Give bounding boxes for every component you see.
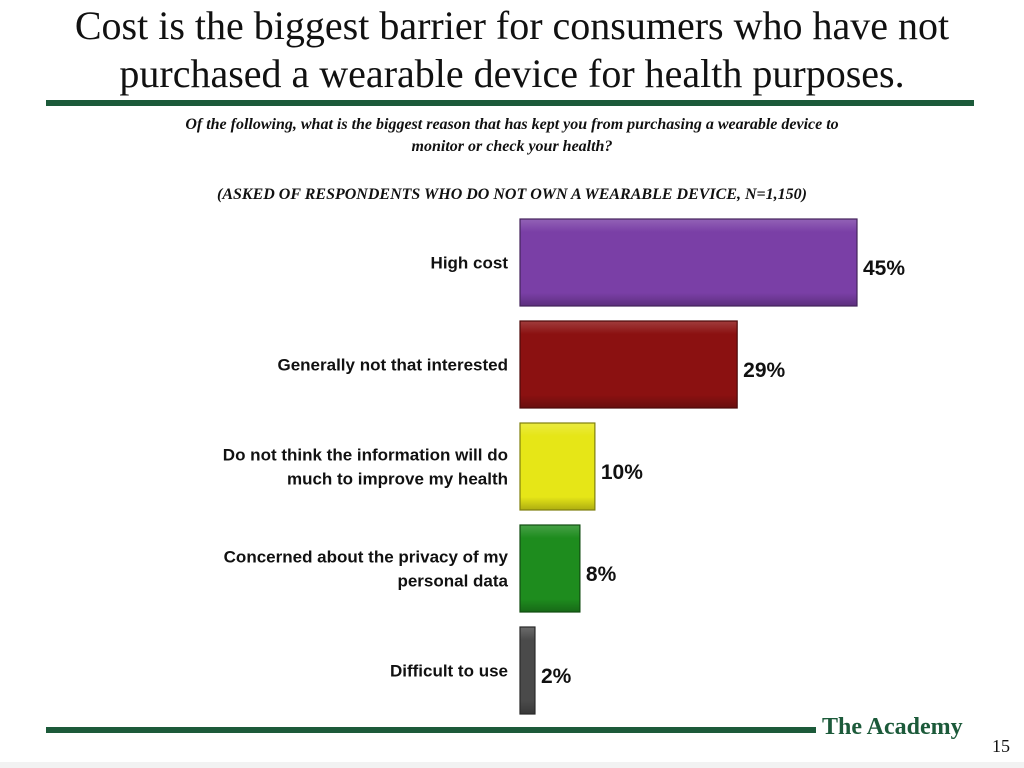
category-label-4: Difficult to use: [390, 662, 508, 681]
bar-2: [519, 422, 596, 511]
bar-3: [519, 524, 581, 613]
survey-question: Of the following, what is the biggest re…: [60, 114, 964, 158]
question-line-2: monitor or check your health?: [411, 138, 613, 155]
question-line-1: Of the following, what is the biggest re…: [185, 116, 839, 133]
value-label-2: 10%: [601, 461, 643, 484]
category-label-1: Generally not that interested: [278, 356, 509, 375]
slide-title: Cost is the biggest barrier for consumer…: [0, 2, 1024, 98]
title-divider: [46, 100, 974, 106]
category-label-3: Concerned about the privacy of my persona…: [224, 548, 509, 591]
page-number: 15: [992, 736, 1010, 756]
bottom-strip: [0, 762, 1024, 768]
value-label-3: 8%: [586, 563, 617, 586]
bar-4: [519, 626, 536, 715]
value-label-4: 2%: [541, 665, 572, 688]
value-label-0: 45%: [863, 257, 905, 280]
respondent-base-note: (ASKED OF RESPONDENTS WHO DO NOT OWN A W…: [217, 186, 807, 203]
title-line-1: Cost is the biggest barrier for consumer…: [74, 3, 950, 48]
brand-logo-text: The Academy: [822, 714, 963, 740]
category-label-0: High cost: [431, 254, 509, 273]
bar-0: [519, 218, 858, 307]
bar-1: [519, 320, 738, 409]
title-line-2: purchased a wearable device for health p…: [119, 51, 905, 96]
value-label-1: 29%: [743, 359, 785, 382]
footer-divider: [46, 727, 816, 733]
category-label-2: Do not think the information will do much…: [223, 446, 508, 489]
